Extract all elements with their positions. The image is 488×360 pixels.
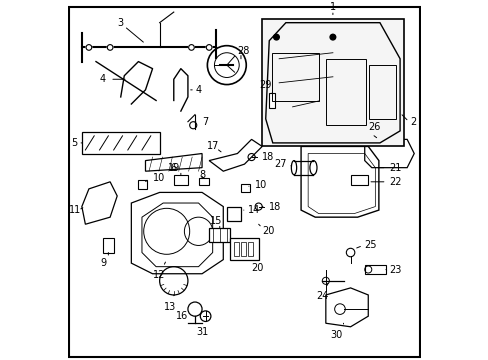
- Text: 25: 25: [364, 240, 376, 251]
- Circle shape: [329, 34, 335, 40]
- Circle shape: [273, 34, 279, 40]
- Bar: [368, 65, 395, 119]
- Text: 22: 22: [388, 177, 401, 187]
- Text: 4: 4: [100, 74, 106, 84]
- Text: 29: 29: [259, 80, 271, 90]
- Circle shape: [188, 45, 194, 50]
- Bar: [325, 59, 366, 125]
- Bar: [241, 242, 246, 256]
- Text: 26: 26: [367, 122, 380, 132]
- Text: 28: 28: [237, 46, 249, 56]
- Text: 21: 21: [388, 163, 401, 173]
- Bar: [364, 265, 385, 274]
- Bar: [233, 242, 239, 256]
- Text: 10: 10: [152, 173, 164, 183]
- Bar: [226, 207, 241, 221]
- Bar: [241, 184, 249, 192]
- Text: 11: 11: [68, 205, 81, 215]
- Text: 13: 13: [164, 302, 176, 312]
- Bar: [103, 238, 113, 252]
- Text: 15: 15: [209, 216, 222, 226]
- Text: 5: 5: [72, 138, 78, 148]
- Bar: [173, 175, 187, 185]
- Bar: [81, 132, 159, 153]
- Text: 30: 30: [329, 330, 342, 340]
- Circle shape: [206, 45, 211, 50]
- Bar: [209, 228, 230, 242]
- Text: 19: 19: [167, 163, 180, 173]
- Bar: [247, 242, 253, 256]
- Text: 17: 17: [206, 141, 219, 152]
- Text: 9: 9: [100, 258, 106, 268]
- Bar: [138, 180, 147, 189]
- Text: 31: 31: [196, 327, 208, 337]
- Bar: [269, 93, 274, 108]
- Text: 8: 8: [199, 170, 204, 180]
- Bar: [198, 178, 209, 185]
- Text: 20: 20: [262, 226, 274, 236]
- Text: 3: 3: [118, 18, 123, 28]
- Text: 7: 7: [202, 117, 208, 127]
- Bar: [262, 19, 403, 147]
- Text: 18: 18: [269, 202, 281, 212]
- Text: 16: 16: [175, 311, 187, 321]
- Bar: [230, 238, 258, 260]
- Text: 18: 18: [262, 152, 274, 162]
- Circle shape: [107, 45, 113, 50]
- Circle shape: [86, 45, 92, 50]
- Text: 10: 10: [255, 180, 267, 190]
- Text: 2: 2: [410, 117, 416, 127]
- Text: 24: 24: [315, 292, 328, 301]
- Text: 6: 6: [170, 163, 177, 173]
- Text: 20: 20: [251, 263, 264, 273]
- Text: 23: 23: [388, 265, 401, 275]
- Bar: [272, 53, 319, 101]
- Text: 4: 4: [195, 85, 201, 95]
- Bar: [350, 175, 367, 185]
- Text: 1: 1: [329, 2, 335, 12]
- Text: 14: 14: [247, 205, 260, 215]
- Text: 12: 12: [153, 270, 165, 280]
- Text: 27: 27: [274, 159, 286, 169]
